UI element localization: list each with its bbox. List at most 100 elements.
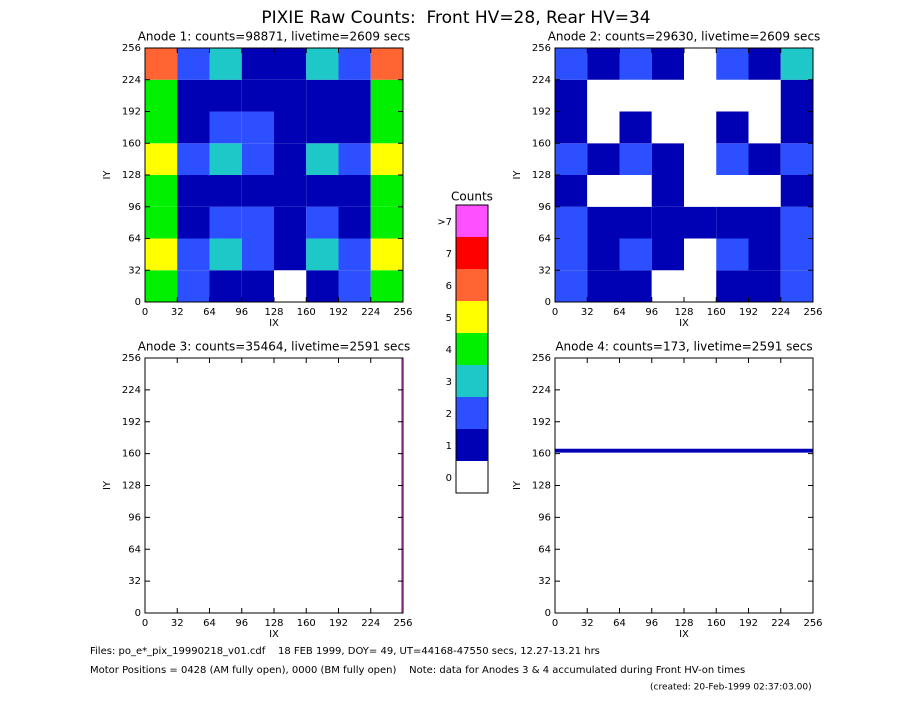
heatmap-cell: [209, 143, 242, 175]
y-tick-label: 256: [532, 353, 551, 364]
heatmap-cell: [651, 111, 684, 144]
heatmap-cell: [145, 175, 178, 207]
heatmap-cell: [370, 270, 403, 302]
y-tick-label: 192: [122, 417, 141, 428]
x-tick-label: 0: [552, 307, 558, 318]
y-tick-label: 160: [122, 138, 141, 149]
heatmap-cell: [177, 143, 210, 175]
heatmap-cell: [684, 270, 717, 302]
x-tick-label: 96: [235, 307, 248, 318]
x-tick-label: 160: [297, 307, 316, 318]
heatmap-cell: [651, 270, 684, 302]
x-tick-label: 0: [142, 618, 148, 629]
heatmap-cell: [145, 111, 178, 144]
heatmap-cell: [651, 175, 684, 207]
y-tick-label: 224: [122, 75, 141, 86]
x-tick-label: 32: [581, 618, 594, 629]
heatmap-cell: [338, 175, 371, 207]
y-tick-label: 32: [538, 576, 551, 587]
heatmap-cell: [716, 175, 749, 207]
x-axis-label: IX: [269, 629, 279, 640]
heatmap-cell: [780, 111, 813, 144]
y-tick-label: 0: [545, 608, 551, 619]
x-tick-label: 32: [171, 618, 184, 629]
x-tick-label: 224: [771, 618, 790, 629]
x-tick-label: 96: [235, 618, 248, 629]
heatmap-cell: [684, 111, 717, 144]
y-tick-label: 224: [532, 75, 551, 86]
heatmap-cell: [241, 48, 274, 80]
heatmap-cell: [241, 143, 274, 175]
x-tick-label: 64: [203, 618, 216, 629]
heatmap-cell: [587, 79, 620, 112]
x-tick-label: 192: [329, 307, 348, 318]
y-tick-label: 0: [135, 608, 141, 619]
panel-title: Anode 1: counts=98871, livetime=2609 sec…: [138, 30, 411, 44]
x-tick-label: 128: [674, 307, 693, 318]
heatmap-cell: [177, 175, 210, 207]
y-tick-label: 96: [538, 512, 551, 523]
y-tick-label: 64: [538, 234, 551, 245]
colorbar-frame: [455, 204, 489, 494]
heatmap-cell: [306, 143, 339, 175]
heatmap-cell: [587, 270, 620, 302]
heatmap-cell: [306, 175, 339, 207]
heatmap-cell: [587, 111, 620, 144]
colorbar-cell: [456, 461, 488, 493]
footer-line: (created: 20-Feb-1999 02:37:03.00): [650, 683, 812, 693]
heatmap-cell: [177, 270, 210, 302]
heatmap-cell: [748, 206, 781, 239]
y-tick-label: 0: [545, 297, 551, 308]
y-axis-label: IY: [512, 480, 523, 490]
x-tick-label: 224: [361, 618, 380, 629]
colorbar-label: 0: [446, 473, 452, 484]
heatmap-cell: [306, 111, 339, 144]
x-tick-label: 192: [329, 618, 348, 629]
heatmap-cell: [338, 270, 371, 302]
colorbar-label: 5: [446, 313, 452, 324]
x-tick-label: 64: [203, 307, 216, 318]
heatmap-cell: [209, 111, 242, 144]
x-axis-label: IX: [269, 318, 279, 329]
x-tick-label: 256: [393, 618, 412, 629]
heatmap-cell: [684, 175, 717, 207]
panel-title: Anode 2: counts=29630, livetime=2609 sec…: [548, 30, 821, 44]
heatmap-cell: [555, 79, 588, 112]
heatmap-cell: [555, 238, 588, 271]
heatmap-cell: [177, 48, 210, 80]
heatmap-cell: [338, 111, 371, 144]
colorbar-cell: [456, 301, 488, 333]
heatmap-cell: [684, 79, 717, 112]
heatmap-cell: [555, 448, 813, 453]
x-tick-label: 128: [264, 618, 283, 629]
heatmap-cell: [716, 48, 749, 80]
heatmap-cell: [780, 79, 813, 112]
y-tick-label: 96: [128, 202, 141, 213]
heatmap-cell: [587, 206, 620, 239]
y-tick-label: 64: [128, 544, 141, 555]
x-tick-label: 160: [297, 618, 316, 629]
x-tick-label: 160: [707, 307, 726, 318]
heatmap-cell: [619, 175, 652, 207]
y-tick-label: 0: [135, 297, 141, 308]
x-tick-label: 64: [613, 618, 626, 629]
heatmap-cell: [209, 206, 242, 239]
y-axis-label: IY: [102, 480, 113, 490]
heatmap-cell: [684, 238, 717, 271]
y-tick-label: 256: [122, 43, 141, 54]
heatmap-cell: [587, 143, 620, 175]
x-tick-label: 32: [171, 307, 184, 318]
heatmap-cell: [651, 206, 684, 239]
heatmap-cell: [684, 48, 717, 80]
heatmap-cell: [651, 238, 684, 271]
heatmap-cell: [145, 79, 178, 112]
heatmap-cell: [684, 206, 717, 239]
heatmap-cell: [780, 270, 813, 302]
heatmap-cell: [177, 111, 210, 144]
heatmap-cell: [241, 111, 274, 144]
colorbar-cell: [456, 333, 488, 365]
heatmap-cell: [338, 48, 371, 80]
heatmap-cell: [780, 143, 813, 175]
heatmap-cell: [209, 238, 242, 271]
heatmap-cell: [716, 238, 749, 271]
